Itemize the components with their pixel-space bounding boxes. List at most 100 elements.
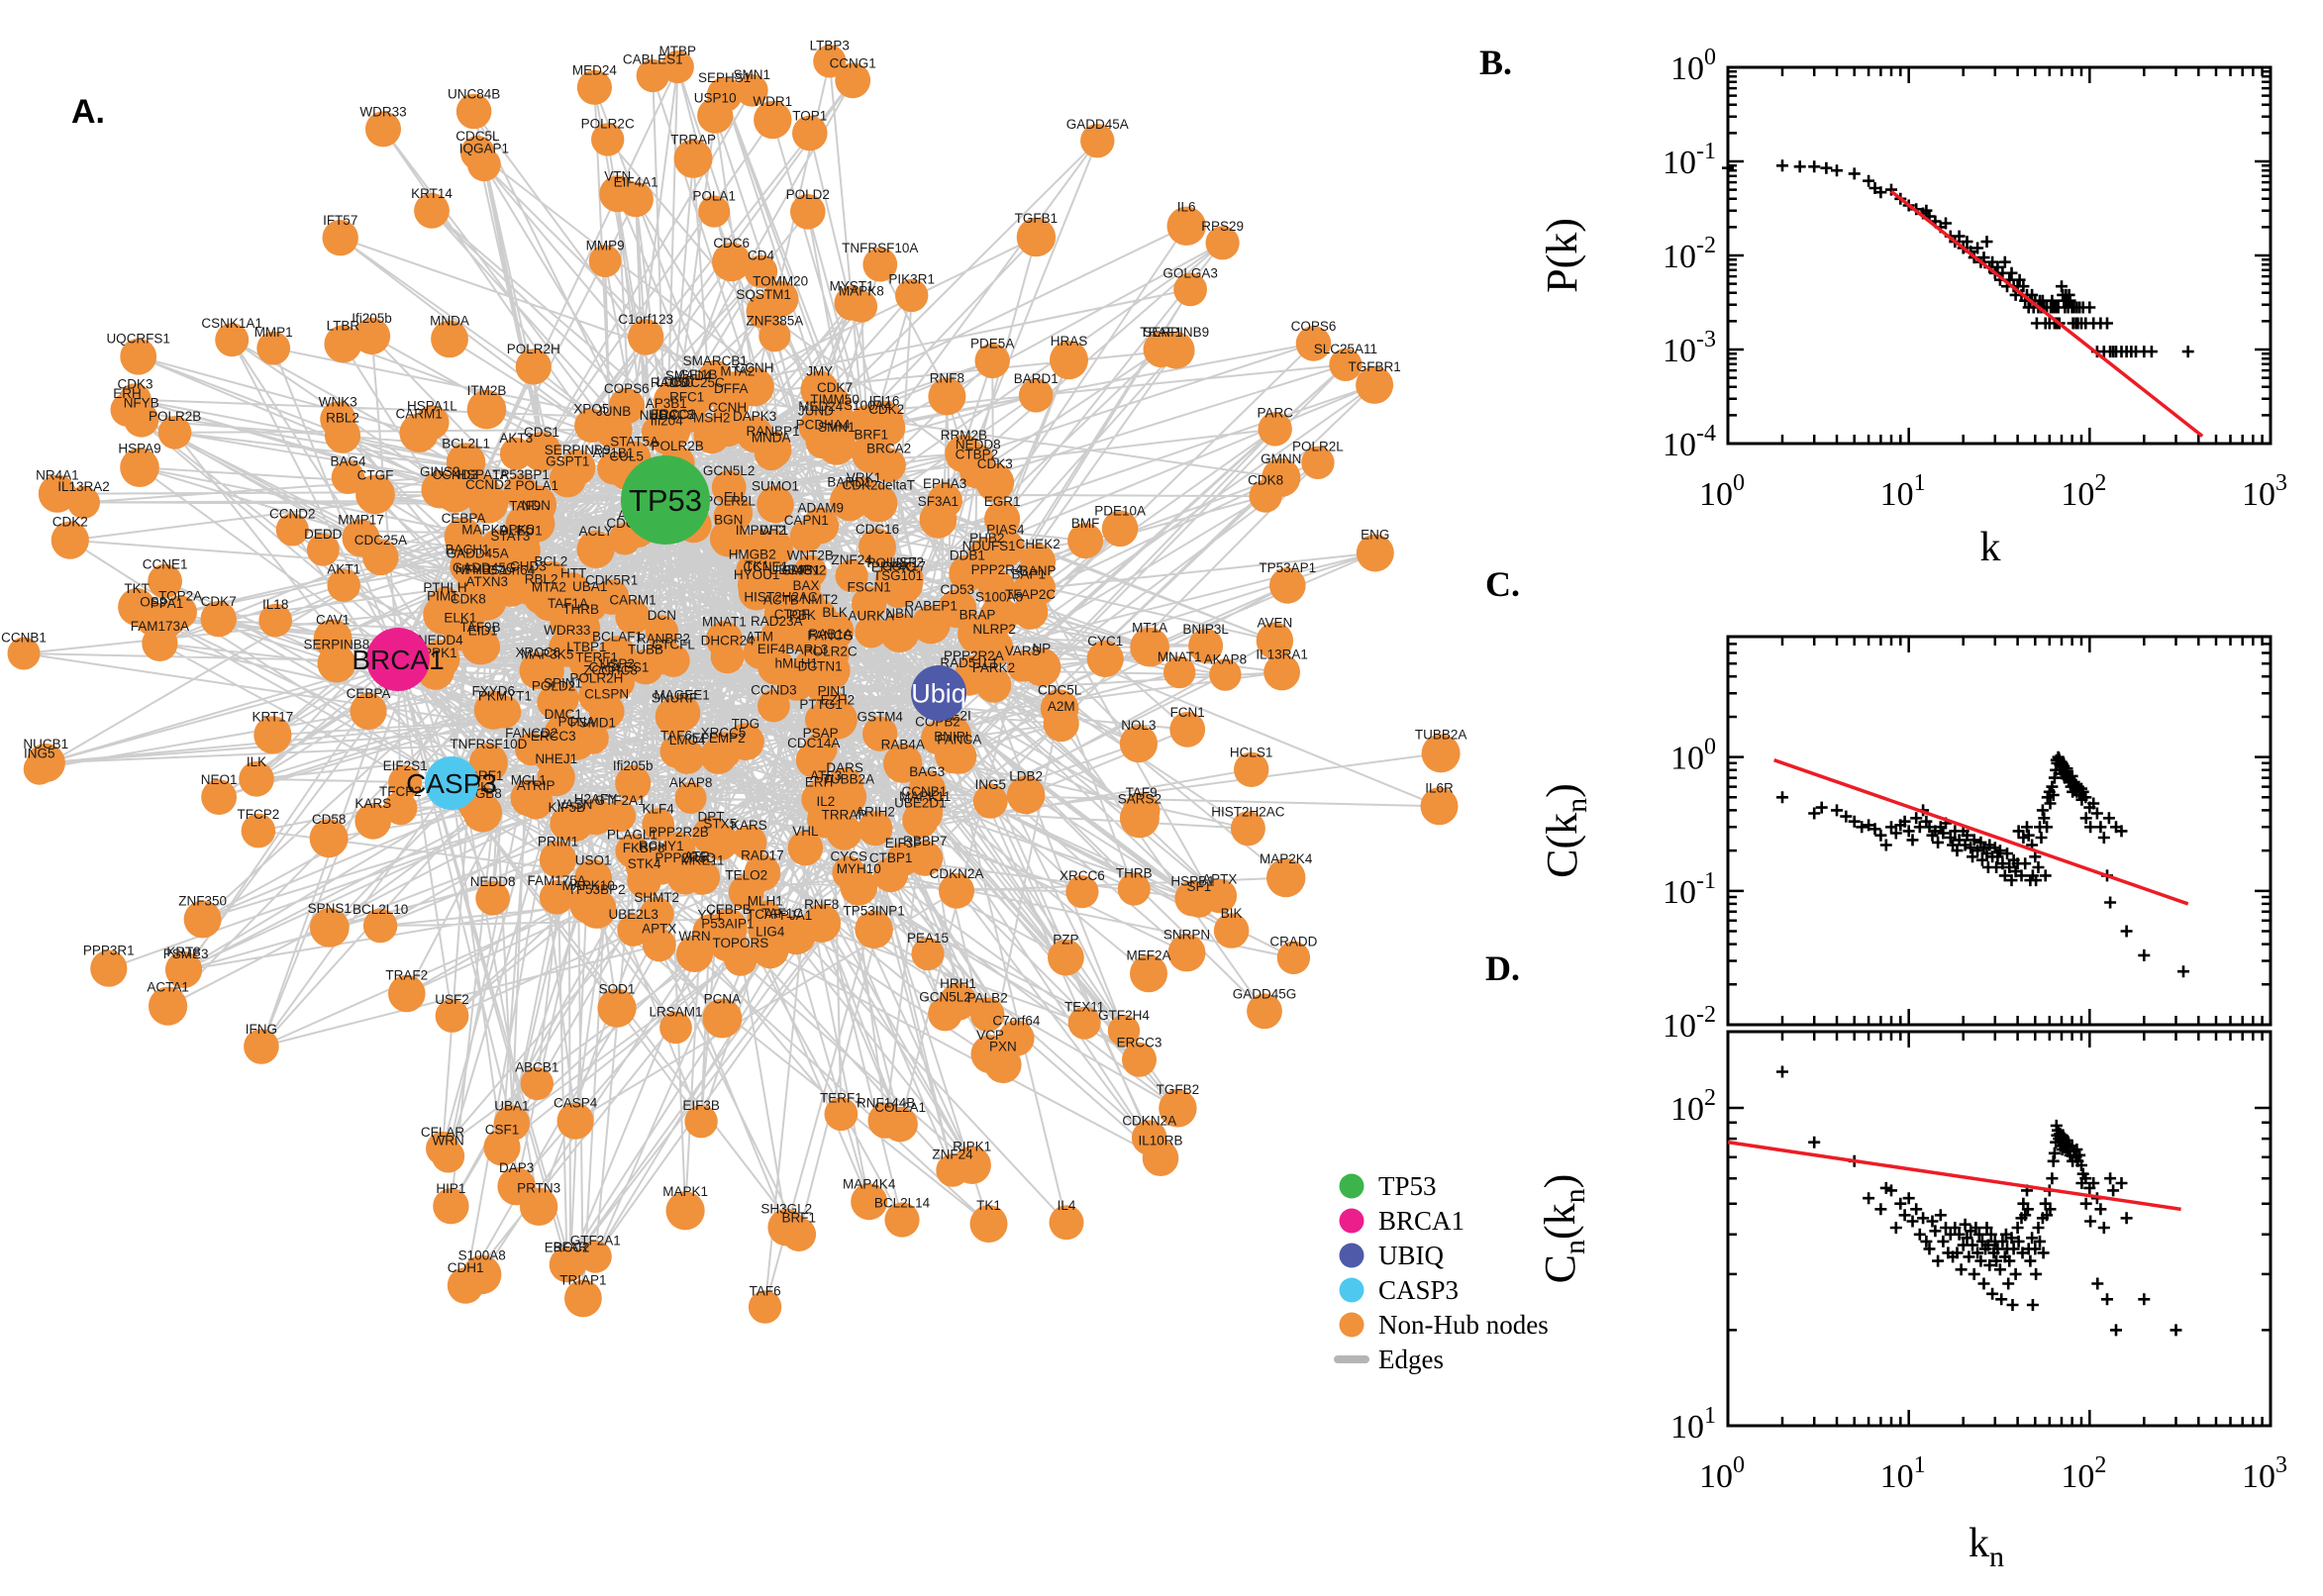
network-node-label: PJA1 <box>780 908 812 923</box>
network-node-label: TGFBR1 <box>1348 359 1400 374</box>
panel-d-label: D. <box>1485 948 1520 988</box>
network-node-label: GCN5L2 <box>703 463 756 478</box>
network-node <box>324 325 362 363</box>
network-node-label: USO1 <box>575 852 612 867</box>
network-node-label: POLR2B <box>149 409 201 424</box>
network-node <box>816 612 855 650</box>
network-node <box>23 752 55 785</box>
network-node <box>578 1240 612 1273</box>
network-node <box>746 293 781 330</box>
network-node <box>383 791 418 826</box>
network-node-label: FSCN1 <box>847 579 890 594</box>
network-node-label: CSF1 <box>485 1122 520 1137</box>
network-node <box>1256 622 1294 659</box>
network-node <box>805 424 841 459</box>
network-node-label: CDK2deltaT <box>843 477 916 492</box>
network-node-label: UBE4B <box>768 562 812 577</box>
fit-line <box>1889 189 2204 438</box>
network-node-label: GSPT1 <box>546 453 589 468</box>
network-node-label: TOPORS <box>713 936 769 950</box>
network-node <box>530 653 564 689</box>
data-points <box>1722 159 2194 358</box>
network-node <box>362 539 399 576</box>
network-node-label: CAPN2 <box>781 563 826 578</box>
network-node <box>309 908 350 948</box>
network-node-label: ATR <box>684 848 710 863</box>
network-node-label: ZNF24 <box>932 1147 973 1161</box>
network-node-label: DAP3 <box>499 1160 534 1175</box>
network-node <box>593 579 630 615</box>
network-node-label: TRRAP <box>822 808 867 823</box>
network-node <box>1107 1014 1141 1047</box>
network-node <box>564 1279 602 1318</box>
network-node <box>708 923 748 962</box>
network-node <box>520 1066 554 1101</box>
hub-node-casp3 <box>425 756 478 810</box>
network-node-label: SMG1 <box>782 562 820 577</box>
network-node <box>813 45 847 78</box>
network-node-label: KARS <box>354 796 391 811</box>
network-node <box>423 595 462 635</box>
network-node-label: LDB1 <box>656 374 690 389</box>
network-node <box>256 331 291 365</box>
network-node <box>754 431 792 469</box>
network-node-label: RAD23A <box>751 614 803 629</box>
network-node-label: CCNB1 <box>902 784 948 799</box>
network-node <box>702 998 743 1039</box>
network-node-label: MED24 <box>572 63 618 78</box>
network-node-label: MTA2 <box>532 579 566 594</box>
network-node <box>848 405 887 445</box>
network-node-label: POLD2 <box>532 679 575 694</box>
non-hub-nodes <box>7 45 1461 1324</box>
network-node-label: FXYD6 <box>472 684 516 699</box>
network-node <box>388 974 426 1013</box>
network-node-label: GTF2H4 <box>1098 1008 1150 1023</box>
network-node-label: CAPN1 <box>784 513 829 528</box>
network-node-label: TUBB2A <box>823 772 875 787</box>
network-node-label: NUDC <box>640 408 678 423</box>
network-node-label: CTBP2 <box>956 448 999 462</box>
network-node-label: PDE10A <box>1094 504 1146 519</box>
network-node <box>1016 217 1057 257</box>
network-node <box>365 111 401 148</box>
network-node-label: WNK3 <box>319 394 357 409</box>
network-node <box>431 320 468 358</box>
network-node <box>1188 628 1224 663</box>
network-node <box>862 247 898 282</box>
network-node <box>984 501 1021 538</box>
network-node-label: UBE2D1 <box>894 795 947 810</box>
network-node <box>576 69 613 105</box>
network-node <box>744 254 778 288</box>
network-node <box>201 779 238 815</box>
network-node <box>969 997 1005 1032</box>
network-node-label: NDN <box>522 498 551 513</box>
network-node-label: PLAGL1 <box>607 828 657 843</box>
network-node <box>1420 787 1459 826</box>
network-node <box>183 900 222 939</box>
network-node <box>164 950 203 989</box>
network-node-label: NUCB1 <box>23 737 68 751</box>
network-node-label: NOL3 <box>1121 718 1156 733</box>
network-node-label: APTX <box>642 921 676 936</box>
network-node <box>1048 939 1084 976</box>
network-node <box>855 615 888 648</box>
network-node-label: CDC6 <box>713 236 750 250</box>
fit-line <box>1773 758 2189 906</box>
network-node-label: IQGAP1 <box>459 141 509 155</box>
network-node-label: BRAP <box>960 608 996 623</box>
network-node-label: FAM175A <box>527 873 585 888</box>
non-hub-node-labels: POLR2C POLR2B POLR2H POLR2L MNDA Ifi205b APTX Z… <box>1 38 1466 1298</box>
network-node-label: POU2F1 <box>866 555 919 570</box>
network-node-label: IL6R <box>1425 780 1454 795</box>
network-node-label: NEDD8 <box>956 438 1001 452</box>
network-node-label: CDK8 <box>1248 473 1283 488</box>
network-node-label: TRIAP1 <box>559 1273 606 1288</box>
network-node <box>835 559 868 593</box>
network-node-label: CDC25A <box>354 533 407 548</box>
network-node <box>462 793 502 833</box>
network-node-label: CCNG1 <box>830 55 876 70</box>
network-node <box>928 377 966 416</box>
network-node-label: TOMM20 <box>753 274 808 289</box>
network-node-label: IFNG <box>246 1022 277 1037</box>
x-tick-label: 102 <box>2061 470 2106 513</box>
